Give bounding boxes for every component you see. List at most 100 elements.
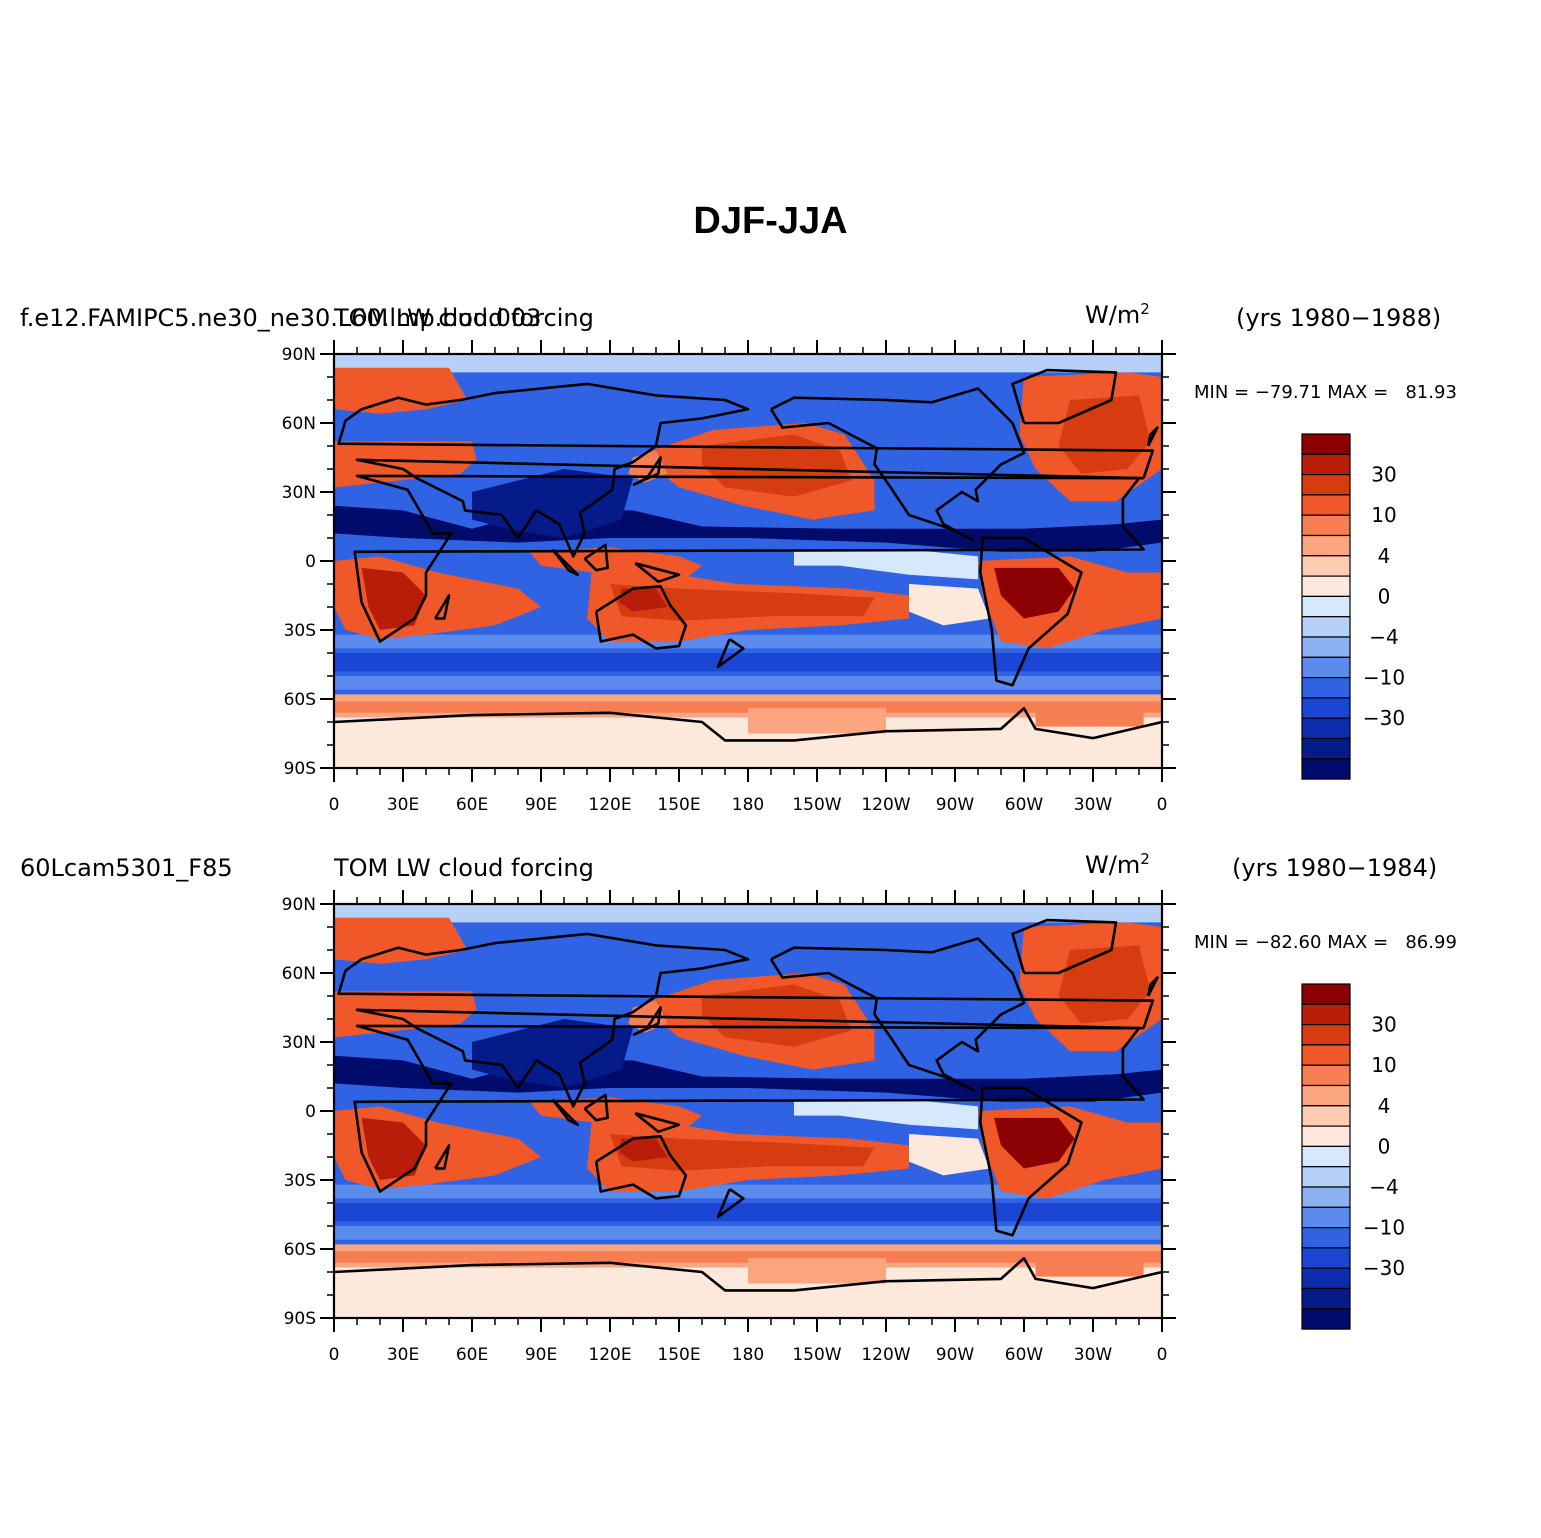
panel1-lon-label: 180: [732, 795, 764, 815]
panel2-lon-label: 90W: [936, 1345, 975, 1365]
panel2-lon-label: 30W: [1074, 1345, 1113, 1365]
panel2-lat-label: 0: [305, 1102, 316, 1122]
panel1-field-region: [334, 653, 1162, 672]
panel1-lat-label: 30N: [282, 483, 316, 503]
panel2-colorbar-label: −4: [1369, 1175, 1398, 1199]
panel1-coastline: [1011, 368, 1118, 425]
panel1-field-region: [1035, 703, 1144, 727]
panel1-field-region: [472, 469, 633, 538]
panel1-field-region: [334, 701, 1162, 713]
panel1-max-value: 81.93: [1405, 382, 1457, 403]
panel2-colorbar-box: [1301, 1206, 1351, 1229]
panel2-colorbar-label: 0: [1378, 1134, 1391, 1158]
panel2-years: (yrs 1980−1984): [1232, 854, 1438, 882]
panel2-min-value: −82.60: [1254, 932, 1322, 953]
panel1-colorbar-box: [1301, 595, 1351, 618]
panel1-field-region: [909, 584, 990, 626]
panel2-colorbar-box: [1301, 983, 1351, 1005]
panel2-colorbar-box: [1301, 1308, 1351, 1330]
panel2-lat-label: 60N: [282, 964, 316, 984]
panel1-colorbar-box: [1301, 758, 1351, 780]
panel2-colorbar-label: 4: [1378, 1094, 1391, 1118]
panel1-coastline: [716, 638, 745, 669]
panel2-coastline: [551, 1098, 580, 1127]
panel1-colorbar-box: [1301, 514, 1351, 537]
panel1-lon-label: 90E: [525, 795, 557, 815]
panel1-lon-label: 0: [329, 795, 340, 815]
panel2-colorbar-box: [1301, 1287, 1351, 1310]
panel2-coastline: [634, 1112, 681, 1133]
panel2-field-region: [794, 1099, 978, 1130]
panel1-colorbar-label: 30: [1371, 463, 1396, 487]
panel1-units-exp: 2: [1140, 300, 1150, 318]
panel2-colorbar-box: [1301, 1145, 1351, 1168]
panel2-colorbar-box: [1301, 1125, 1351, 1147]
panel2-lon-label: 150W: [792, 1345, 841, 1365]
panel2-colorbar-box: [1301, 1084, 1351, 1107]
panel1-lat-label: 90S: [284, 759, 316, 779]
panel2-field-region: [702, 984, 852, 1047]
panel2-colorbar-box: [1301, 1267, 1351, 1290]
panel2-coastline: [632, 1006, 662, 1037]
panel2-colorbar-label: −30: [1363, 1256, 1405, 1280]
panel2-colorbar-box: [1301, 1044, 1351, 1066]
panel1-case-name: f.e12.FAMIPC5.ne30_ne30.L60.lmp.bud.003: [20, 304, 542, 332]
panel1-lon-label: 30E: [387, 795, 419, 815]
panel2-coastline: [769, 937, 1026, 1092]
panel1-coastline: [334, 706, 1162, 742]
panel2-lon-label: 120E: [588, 1345, 631, 1365]
panel1-coastline: [978, 536, 1083, 687]
panel1-colorbar-box: [1301, 676, 1351, 699]
panel1-colorbar-box: [1301, 717, 1351, 740]
panel1-field-region: [361, 567, 426, 630]
panel1-colorbar-box: [1301, 575, 1351, 597]
panel1-lon-label: 120W: [861, 795, 910, 815]
panel1-lon-label: 150W: [792, 795, 841, 815]
panel1-coastline: [632, 456, 662, 487]
panel2-coastline: [337, 932, 1155, 1108]
panel1-colorbar-box: [1301, 474, 1351, 496]
panel1-field-region: [702, 434, 852, 497]
panel1-coastline: [551, 548, 580, 577]
panel1-coastline: [769, 387, 1026, 542]
panel1-lon-label: 0: [1157, 795, 1168, 815]
panel2-lon-label: 60W: [1005, 1345, 1044, 1365]
panel2-lon-label: 90E: [525, 1345, 557, 1365]
panel1-years: (yrs 1980−1988): [1236, 304, 1442, 332]
panel1-colorbar-box: [1301, 636, 1351, 658]
panel2-lon-label: 150E: [657, 1345, 700, 1365]
panel1-colorbar-label: −4: [1369, 625, 1398, 649]
panel2-lat-label: 60S: [284, 1240, 316, 1260]
panel1-colorbar-label: −30: [1363, 706, 1405, 730]
panel1-colorbar-box: [1301, 453, 1351, 476]
panel1-map: [334, 354, 1162, 768]
panel1-lon-label: 60W: [1005, 795, 1044, 815]
panel2-coastline: [716, 1188, 745, 1219]
panel1-colorbar-box: [1301, 433, 1351, 455]
panel2-max-value: 86.99: [1405, 932, 1457, 953]
panel1-field-region: [994, 567, 1075, 619]
panel2-coastline: [1146, 976, 1159, 997]
panel1-coastline: [583, 543, 610, 572]
panel1-units-base: W/m: [1085, 301, 1141, 329]
panel2-coastline: [434, 1144, 451, 1170]
panel1-field-region: [1058, 395, 1151, 474]
panel1-coastline: [337, 382, 1155, 558]
panel2-colorbar-box: [1301, 1247, 1351, 1269]
panel2-field-region: [334, 1203, 1162, 1222]
panel1-lon-label: 90W: [936, 795, 975, 815]
panel2-coastline: [978, 1086, 1083, 1237]
panel2-lon-label: 120W: [861, 1345, 910, 1365]
panel2-colorbar-box: [1301, 1064, 1351, 1087]
panel2-field-region: [994, 1117, 1075, 1169]
panel1-variable: TOM LW cloud forcing: [334, 304, 594, 332]
panel2-colorbar-box: [1301, 1023, 1351, 1046]
panel2-minmax: MIN = −82.60 MAX = 86.99: [1194, 932, 1457, 953]
panel1-lon-label: 30W: [1074, 795, 1113, 815]
panel1-coastline: [1146, 426, 1159, 447]
panel1-lat-label: 60N: [282, 414, 316, 434]
panel2-case-name: 60Lcam5301_F85: [20, 854, 233, 882]
panel2-coastline: [594, 1135, 688, 1200]
panel1-colorbar-box: [1301, 616, 1351, 638]
panel2-colorbar-box: [1301, 1003, 1351, 1026]
